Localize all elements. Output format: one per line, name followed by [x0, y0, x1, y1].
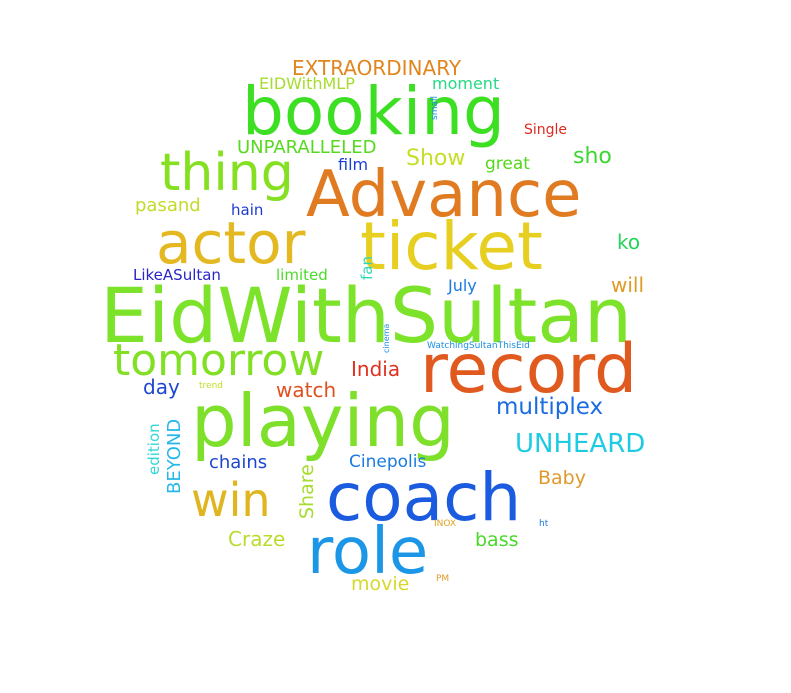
- word-watchingsultanthiseid: WatchingSultanThisEid: [427, 341, 530, 351]
- word-share: Share: [296, 464, 318, 519]
- word-craze: Craze: [228, 527, 286, 551]
- word-cinema: cinema: [382, 323, 391, 353]
- word-limited: limited: [276, 266, 328, 284]
- word-watch: watch: [276, 378, 337, 402]
- word-multiplex: multiplex: [496, 394, 604, 420]
- word-playing: playing: [191, 379, 455, 463]
- word-unheard: UNHEARD: [515, 429, 646, 459]
- word-pasand: pasand: [135, 195, 201, 216]
- word-inox: INOX: [434, 519, 457, 529]
- word-ht: ht: [539, 519, 549, 529]
- word-baby: Baby: [538, 467, 586, 489]
- word-unparalleled: UNPARALLELED: [237, 137, 377, 158]
- word-hain: hain: [231, 201, 264, 219]
- word-great: great: [485, 154, 530, 174]
- word-win: win: [191, 473, 271, 527]
- word-likeasultan: LikeASultan: [133, 266, 221, 284]
- word-trend: trend: [199, 381, 223, 391]
- word-show: Show: [406, 146, 466, 171]
- word-booking: booking: [242, 73, 505, 150]
- word-role: role: [307, 515, 429, 589]
- word-chains: chains: [209, 452, 268, 473]
- word-thing: thing: [160, 143, 294, 203]
- word-extraordinary: EXTRAORDINARY: [292, 56, 462, 80]
- word-ko: ko: [617, 230, 641, 254]
- word-beyond: BEYOND: [164, 418, 185, 494]
- word-eidwithmlp: EIDWithMLP: [259, 74, 355, 93]
- word-tomorrow: tomorrow: [113, 335, 325, 386]
- word-day: day: [143, 375, 180, 399]
- word-india: India: [351, 357, 401, 381]
- word-actor: actor: [156, 209, 306, 277]
- word-cinepolis: Cinepolis: [349, 452, 427, 472]
- word-fan: fan: [358, 256, 376, 280]
- word-film: film: [338, 155, 369, 174]
- word-coach: coach: [326, 459, 522, 536]
- word-movie: movie: [351, 573, 410, 595]
- word-eidwithsultan: EidWithSultan: [100, 271, 632, 360]
- word-small: small: [430, 96, 440, 120]
- word-edition: edition: [145, 423, 163, 475]
- word-july: July: [448, 276, 477, 295]
- word-single: Single: [524, 122, 568, 138]
- word-sho: sho: [573, 144, 612, 169]
- word-bass: bass: [475, 529, 519, 551]
- word-pm: PM: [436, 574, 450, 584]
- word-ticket: ticket: [360, 208, 543, 285]
- word-record: record: [420, 330, 638, 409]
- word-will: will: [611, 273, 645, 297]
- word-advance: Advance: [306, 158, 582, 232]
- word-moment: moment: [432, 74, 500, 93]
